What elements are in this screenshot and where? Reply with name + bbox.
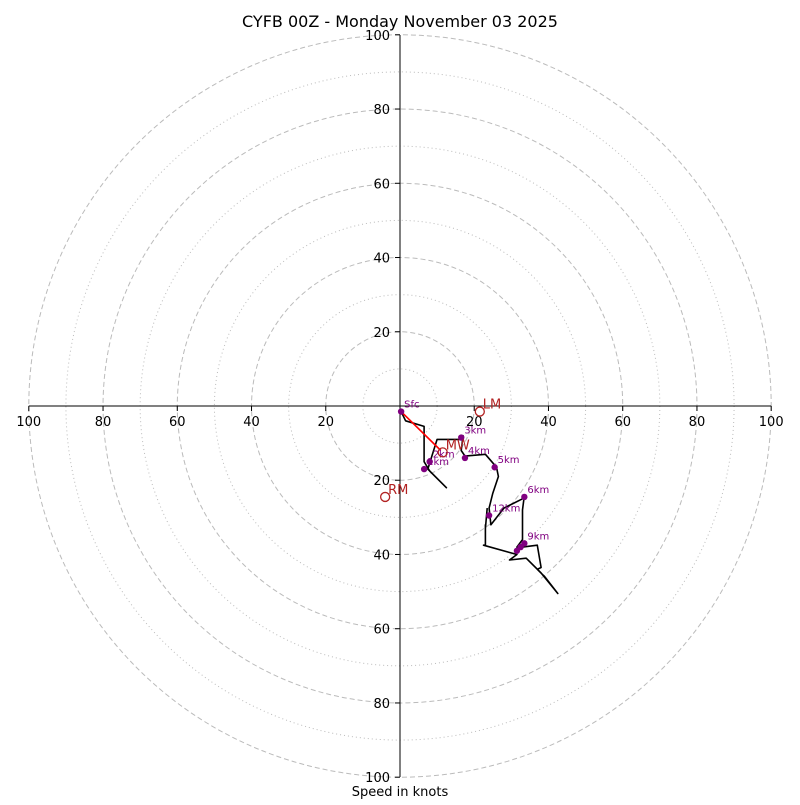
x-tick-label: 20 — [466, 415, 483, 430]
x-tick-label: 20 — [317, 415, 334, 430]
hodograph-trace — [400, 411, 559, 595]
height-point-label: Sfc — [404, 400, 419, 411]
x-tick-label: 40 — [540, 415, 557, 430]
y-tick-label: 60 — [373, 623, 390, 638]
axes — [28, 35, 772, 777]
storm-motion-marker — [474, 406, 485, 417]
height-point-label: 12km — [492, 504, 520, 515]
height-point-label: 1km — [427, 457, 449, 468]
y-tick-label: 60 — [373, 177, 390, 192]
x-tick-label: 60 — [614, 415, 631, 430]
height-point-label: 9km — [527, 531, 549, 542]
x-tick-label: 80 — [689, 415, 706, 430]
y-tick-label: 20 — [373, 326, 390, 341]
x-tick-label: 40 — [243, 415, 260, 430]
y-tick-label: 40 — [373, 548, 390, 563]
height-point-label: 3km — [464, 426, 486, 437]
storm-motion-label: LM — [483, 398, 501, 413]
y-tick-label: 80 — [373, 697, 390, 712]
height-point-marker — [521, 493, 528, 501]
height-point-label: 2km — [433, 450, 455, 461]
storm-motion-label: RM — [388, 483, 408, 498]
height-point-marker — [458, 434, 465, 441]
height-point-marker — [491, 464, 498, 471]
height-point-marker — [397, 408, 405, 415]
x-tick-label: 80 — [95, 415, 112, 430]
height-point-marker — [513, 547, 521, 554]
y-tick-label: 80 — [373, 103, 390, 118]
storm-motion-label: MW — [446, 438, 470, 453]
x-tick-label: 100 — [16, 415, 41, 430]
height-point-label: 6km — [527, 485, 549, 496]
y-tick-label: 20 — [373, 474, 390, 489]
y-tick-label: 100 — [365, 29, 390, 44]
height-point-marker — [420, 465, 428, 473]
storm-motion-markers: LM MW RM — [380, 398, 501, 503]
height-point-marker — [426, 458, 433, 465]
y-tick-labels: 100 80 60 40 20 20 40 60 80 100 — [365, 29, 400, 786]
x-tick-label: 100 — [759, 415, 784, 430]
hodograph-lines — [400, 411, 559, 595]
height-point-marker — [461, 454, 469, 462]
x-axis-label: Speed in knots — [352, 785, 449, 800]
low-level-shear-line — [400, 411, 442, 452]
storm-motion-marker — [437, 447, 448, 458]
chart-title: CYFB 00Z - Monday November 03 2025 — [242, 12, 558, 31]
y-tick-label: 100 — [365, 771, 390, 786]
height-point-marker — [485, 512, 493, 519]
x-tick-labels: 100 80 60 40 20 20 40 60 80 100 — [16, 406, 784, 430]
height-point-label: 5km — [498, 455, 520, 466]
y-tick-label: 40 — [373, 252, 390, 267]
height-point-label: 4km — [468, 446, 490, 457]
x-tick-label: 60 — [169, 415, 186, 430]
storm-motion-marker — [380, 491, 391, 503]
